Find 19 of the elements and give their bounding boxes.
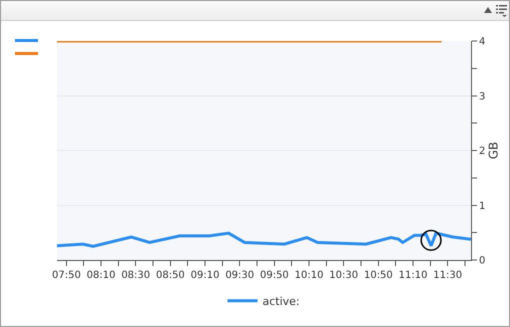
x-tick-label: 10:30 bbox=[329, 270, 358, 281]
x-tick-label: 09:10 bbox=[190, 270, 220, 281]
x-tick-label: 10:50 bbox=[364, 270, 393, 281]
x-tick-label: 08:30 bbox=[121, 270, 150, 281]
x-tick-label: 07:50 bbox=[52, 270, 81, 281]
y-tick-label: 4 bbox=[479, 36, 486, 48]
y-tick-label: 1 bbox=[479, 200, 486, 212]
x-tick-label: 09:50 bbox=[260, 270, 289, 281]
y-tick-label: 3 bbox=[479, 91, 486, 102]
legend-label: active: bbox=[262, 295, 300, 308]
x-tick-label: 08:10 bbox=[86, 270, 116, 281]
x-tick-label: 10:10 bbox=[294, 270, 324, 281]
x-tick-label: 11:30 bbox=[433, 270, 462, 281]
y-axis-title: GB bbox=[486, 142, 500, 160]
y-tick-label: 2 bbox=[479, 146, 486, 157]
x-tick-label: 11:10 bbox=[398, 270, 428, 281]
x-tick-label: 08:50 bbox=[156, 270, 185, 281]
y-tick-label: 0 bbox=[479, 256, 486, 266]
x-tick-label: 09:30 bbox=[225, 270, 254, 281]
